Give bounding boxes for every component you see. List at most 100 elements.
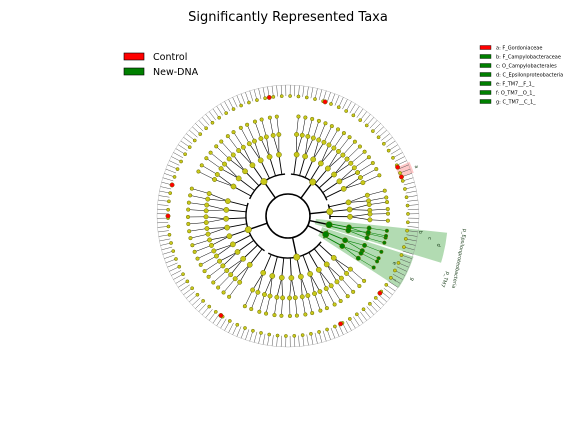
order-stem	[300, 276, 309, 296]
order-node	[367, 217, 373, 223]
order-stem	[333, 257, 351, 270]
order-stem	[349, 216, 370, 221]
leaf-tick	[398, 164, 409, 170]
taxa-label-d: d: C_Epsilonproteobacteria	[496, 73, 563, 79]
family-stem	[208, 265, 224, 277]
leaf-tick	[208, 111, 216, 121]
class-stem	[318, 244, 335, 259]
leaf-tick	[392, 273, 403, 280]
class-node	[340, 185, 347, 192]
family-node	[335, 127, 341, 132]
leaf-node	[309, 331, 313, 336]
class-stem	[329, 223, 350, 228]
class-stem	[328, 201, 349, 208]
order-node	[203, 214, 209, 220]
family-node	[385, 211, 391, 216]
family-stem	[369, 201, 388, 205]
control-node	[322, 99, 328, 105]
order-stem	[309, 273, 315, 294]
order-node	[364, 192, 370, 198]
order-node	[263, 134, 269, 140]
family-node	[382, 240, 387, 245]
leaf-node	[271, 95, 276, 99]
leaf-node	[333, 324, 337, 329]
family-stem	[246, 124, 255, 142]
leaf-node	[167, 232, 172, 237]
leaf-node	[313, 97, 317, 101]
class-stem	[314, 168, 329, 185]
leaf-tick	[159, 238, 171, 242]
leaf-tick	[276, 85, 278, 97]
leaf-tick	[334, 95, 340, 106]
leaf-node	[376, 135, 381, 140]
class-node	[276, 151, 282, 158]
order-node	[212, 177, 218, 182]
order-stem	[206, 218, 227, 223]
family-node	[259, 117, 264, 122]
order-node	[240, 144, 246, 150]
leaf-tick	[369, 120, 378, 129]
order-node	[364, 235, 370, 241]
phylum-node	[293, 253, 301, 261]
family-stem	[189, 228, 207, 232]
control-node	[266, 95, 272, 100]
family-stem	[313, 120, 320, 139]
class-node	[240, 255, 247, 262]
leaf-node	[405, 203, 410, 208]
order-node	[347, 266, 353, 272]
leaf-node	[166, 224, 171, 229]
family-stem	[296, 116, 299, 135]
leaf-node	[347, 317, 352, 321]
order-stem	[343, 182, 364, 190]
order-node	[344, 270, 349, 276]
order-stem	[296, 135, 303, 155]
family-stem	[254, 121, 262, 139]
leaf-tick	[294, 85, 296, 97]
order-node	[310, 135, 316, 141]
order-node	[237, 279, 243, 285]
class-stem	[293, 154, 298, 175]
leaf-tick	[349, 103, 356, 114]
leaf-tick	[318, 89, 323, 101]
class-stem	[269, 156, 276, 177]
family-stem	[369, 208, 388, 211]
order-node	[204, 202, 210, 208]
family-node	[267, 115, 272, 120]
order-node	[246, 141, 252, 147]
order-node	[362, 242, 368, 248]
legend-label-newdna: New-DNA	[153, 67, 199, 78]
tree-branches	[156, 84, 420, 348]
family-stem	[369, 227, 387, 232]
family-node	[189, 186, 194, 191]
order-stem	[349, 209, 370, 211]
leaf-node	[217, 115, 222, 120]
leaf-node	[403, 237, 408, 241]
family-stem	[314, 293, 321, 311]
order-stem	[349, 213, 371, 218]
leaf-node	[243, 326, 247, 330]
order-stem	[224, 163, 239, 179]
leaf-tick	[381, 133, 390, 141]
class-stem	[227, 200, 248, 207]
leaf-tick	[310, 87, 314, 99]
family-stem	[367, 190, 385, 196]
family-stem	[190, 233, 209, 239]
order-stem	[318, 269, 332, 286]
family-node	[252, 119, 258, 124]
leaf-node	[168, 191, 173, 195]
leaf-tick	[360, 311, 368, 321]
order-node	[213, 253, 219, 259]
family-stem	[366, 237, 385, 243]
family-node	[332, 302, 337, 307]
class-node	[269, 273, 276, 279]
family-node	[214, 144, 219, 149]
order-stem	[320, 144, 330, 164]
class-node	[223, 215, 229, 222]
order-stem	[348, 230, 369, 233]
leaf-node	[190, 286, 195, 291]
order-stem	[206, 204, 227, 211]
leaf-node	[171, 249, 176, 253]
order-node	[355, 255, 361, 261]
order-node	[276, 132, 282, 137]
